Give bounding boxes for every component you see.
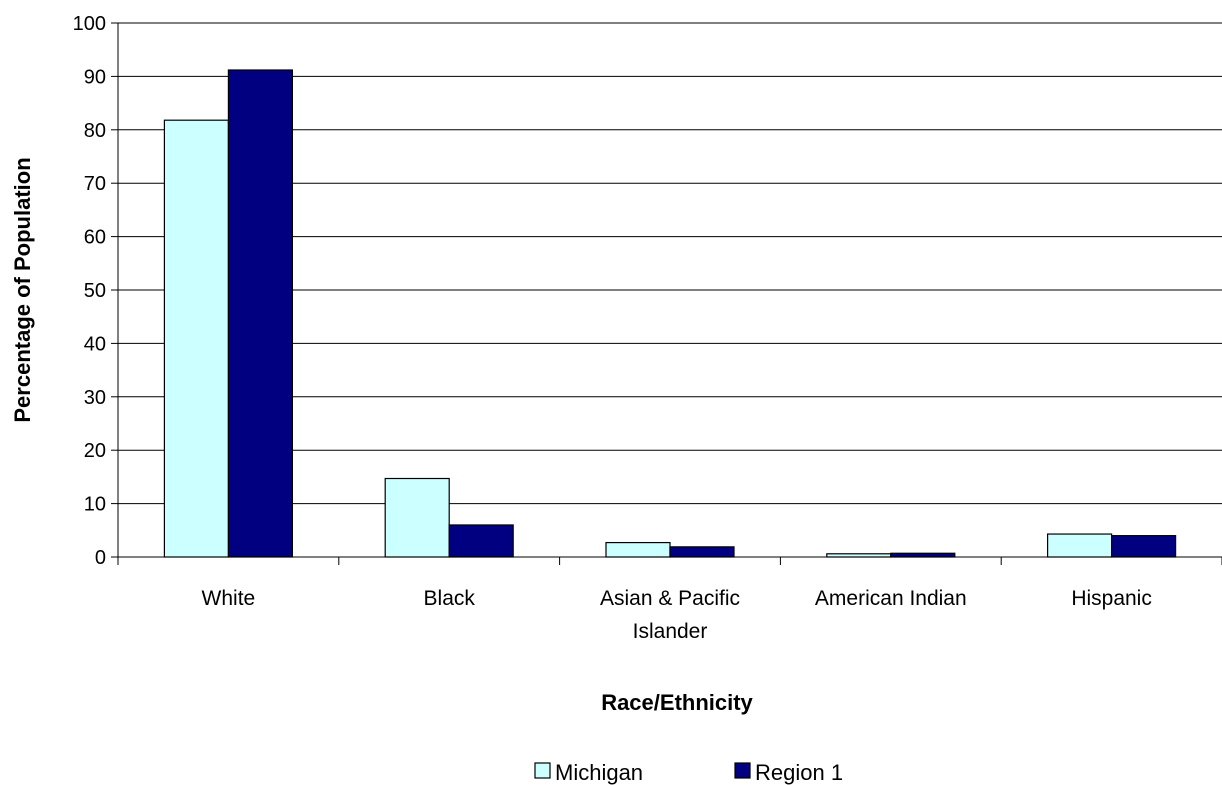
bar-region-1 bbox=[669, 546, 735, 558]
bar-region-1 bbox=[890, 552, 956, 558]
bar-michigan bbox=[163, 119, 229, 558]
bar-michigan bbox=[1046, 533, 1113, 558]
legend-label: Michigan bbox=[555, 760, 643, 785]
y-tick-label: 90 bbox=[84, 66, 106, 88]
bar-region-1 bbox=[1110, 535, 1177, 558]
legend-item: Michigan bbox=[534, 760, 643, 785]
x-axis-title: Race/Ethnicity bbox=[601, 690, 753, 715]
legend-swatch bbox=[534, 762, 551, 779]
y-tick-label: 60 bbox=[84, 227, 106, 249]
y-tick-label: 10 bbox=[84, 494, 106, 516]
y-tick-labels: 0 10 20 30 40 50 60 70 80 90 100 bbox=[73, 13, 106, 569]
x-category-label: White bbox=[202, 587, 256, 610]
y-tick-label: 40 bbox=[84, 333, 106, 355]
x-category-label: American Indian bbox=[815, 587, 967, 610]
x-category-label: Hispanic bbox=[1071, 587, 1152, 610]
x-category-label: Asian & Pacific bbox=[600, 587, 740, 610]
y-tick-label: 80 bbox=[84, 120, 106, 142]
legend-item: Region 1 bbox=[734, 760, 843, 785]
bar-region-1 bbox=[448, 524, 514, 558]
y-tick-label: 100 bbox=[73, 13, 106, 35]
bar-region-1 bbox=[227, 69, 293, 558]
y-tick-label: 20 bbox=[84, 440, 106, 462]
gridlines bbox=[118, 22, 1222, 505]
axes bbox=[111, 22, 1222, 565]
y-axis-title: Percentage of Population bbox=[10, 157, 35, 422]
bars bbox=[163, 69, 1177, 558]
x-category-labels: White Black Asian & Pacific Islander America… bbox=[202, 587, 1152, 643]
y-tick-label: 50 bbox=[84, 280, 106, 302]
bar-michigan bbox=[384, 477, 450, 558]
x-category-label: Black bbox=[424, 587, 476, 610]
x-category-label: Islander bbox=[633, 620, 708, 643]
y-tick-label: 30 bbox=[84, 387, 106, 409]
legend-label: Region 1 bbox=[755, 760, 843, 785]
y-tick-label: 70 bbox=[84, 173, 106, 195]
legend-swatch bbox=[734, 762, 751, 779]
bar-michigan bbox=[605, 541, 671, 558]
legend: Michigan Region 1 bbox=[534, 760, 843, 785]
y-tick-label: 0 bbox=[95, 547, 106, 569]
